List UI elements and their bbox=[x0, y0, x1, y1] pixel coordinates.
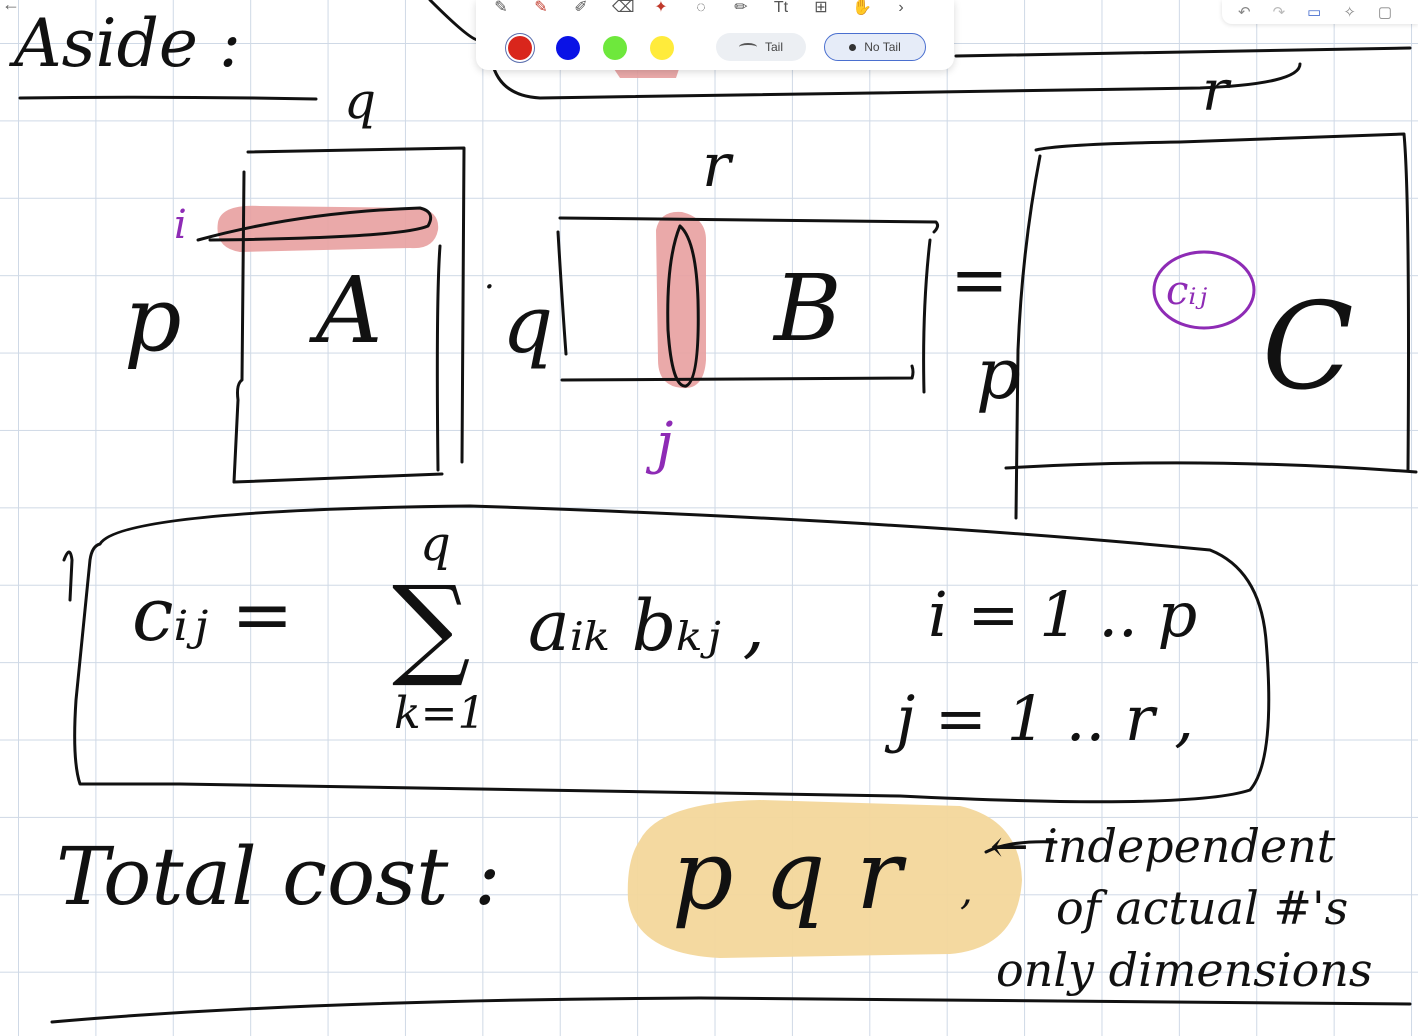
top-line-stroke bbox=[954, 46, 1412, 58]
dot-icon bbox=[849, 43, 857, 51]
tail-curve-icon bbox=[738, 43, 757, 51]
dim-p2-label: p bbox=[976, 333, 1021, 415]
matrix-c-top-right bbox=[1034, 132, 1410, 472]
matrix-a-name: A bbox=[308, 257, 382, 364]
arrow-stroke bbox=[984, 840, 1058, 854]
tail-label: Tail bbox=[764, 40, 783, 54]
redo-icon[interactable]: ↷ bbox=[1272, 4, 1286, 21]
hand-icon[interactable]: ✋ bbox=[852, 0, 872, 16]
matrix-b-bottom bbox=[560, 364, 915, 382]
cost-label: Total cost : bbox=[56, 830, 501, 923]
color-swatch-yellow[interactable] bbox=[650, 36, 674, 60]
dim-q2-label: q bbox=[502, 278, 553, 371]
tool-row: ✎ ✎ ✐ ⌫ ✦ ◌ ✏ Tt ⊞ ✋ › bbox=[492, 0, 910, 22]
page-icon[interactable]: ▢ bbox=[1377, 4, 1393, 21]
eraser-icon[interactable]: ⌫ bbox=[612, 0, 635, 16]
matrix-b-right bbox=[922, 238, 932, 394]
column-stroke bbox=[666, 224, 700, 388]
formula-lhs: cᵢⱼ = bbox=[132, 572, 293, 658]
matrix-a-left-bottom bbox=[232, 170, 444, 484]
dot-operator: · bbox=[484, 267, 495, 307]
more-icon[interactable]: › bbox=[898, 0, 904, 16]
color-swatch-blue[interactable] bbox=[556, 36, 580, 60]
color-swatch-green[interactable] bbox=[603, 36, 627, 60]
title-text: Aside : bbox=[8, 5, 241, 82]
shape-icon[interactable]: ✏ bbox=[734, 0, 748, 16]
matrix-a-top-right bbox=[246, 146, 466, 464]
lasso-icon[interactable]: ◌ bbox=[696, 0, 706, 16]
tail-toggle[interactable]: Tail bbox=[716, 33, 806, 61]
note-line-3: only dimensions bbox=[996, 943, 1373, 997]
matrix-a-inner bbox=[435, 244, 442, 472]
image-icon[interactable]: ⊞ bbox=[814, 0, 828, 16]
equals-sign: = bbox=[950, 239, 1009, 321]
cost-comma: , bbox=[960, 868, 973, 914]
top-right-controls: ↶ ↷ ▭ ✧ ▢ bbox=[1222, 0, 1418, 24]
index-i-label: i bbox=[174, 202, 187, 248]
back-arrow-icon[interactable]: ← bbox=[2, 0, 20, 14]
dim-p-label: p bbox=[124, 267, 182, 372]
formula-box-tick bbox=[62, 550, 74, 602]
laser-icon[interactable]: ✦ bbox=[654, 0, 668, 16]
text-icon[interactable]: Tt bbox=[773, 0, 789, 16]
formula-sum-top: q bbox=[420, 516, 451, 572]
cost-highlight bbox=[627, 800, 1022, 958]
matrix-c-left bbox=[1014, 154, 1042, 520]
highlighter-icon[interactable]: ✐ bbox=[574, 0, 588, 16]
pen-icon[interactable]: ✎ bbox=[494, 0, 508, 16]
dim-q-label: q bbox=[344, 72, 376, 130]
color-swatch-red[interactable] bbox=[508, 36, 532, 60]
dim-r-label: r bbox=[702, 131, 734, 201]
matrix-b-name: B bbox=[772, 255, 842, 362]
formula-range-i: i = 1 .. p bbox=[928, 578, 1197, 651]
present-icon[interactable]: ▭ bbox=[1307, 4, 1322, 21]
top-curve-stroke bbox=[428, 0, 480, 42]
row-stroke bbox=[196, 206, 433, 242]
top-bracket-stroke bbox=[490, 60, 1302, 100]
formula-box bbox=[73, 504, 1271, 804]
no-tail-toggle[interactable]: No Tail bbox=[824, 33, 926, 61]
formula-terms: aᵢₖ bₖⱼ , bbox=[528, 585, 765, 667]
cij-circle bbox=[1152, 250, 1256, 330]
cij-entry: cᵢⱼ bbox=[1166, 268, 1207, 314]
formula-sum-bottom: k=1 bbox=[394, 688, 486, 739]
dim-r2-label: r bbox=[1202, 59, 1232, 124]
formula-range-j: j = 1 .. r , bbox=[884, 682, 1194, 755]
undo-icon[interactable]: ↶ bbox=[1238, 4, 1251, 21]
bottom-line-stroke bbox=[50, 996, 1412, 1024]
matrix-b-left bbox=[556, 230, 568, 356]
pen-toolbar: ✎ ✎ ✐ ⌫ ✦ ◌ ✏ Tt ⊞ ✋ › Tail No Tail bbox=[476, 0, 954, 70]
matrix-c-name: C bbox=[1262, 278, 1354, 417]
index-j-label: j bbox=[645, 411, 673, 476]
title-underline bbox=[18, 95, 318, 101]
cost-value: p q r bbox=[672, 819, 907, 931]
no-tail-label: No Tail bbox=[864, 40, 901, 54]
note-line-1: ← independent bbox=[990, 819, 1336, 873]
formula-sum-symbol: ∑ bbox=[392, 562, 471, 690]
matrix-c-bottom bbox=[1004, 461, 1418, 474]
pen-red-icon[interactable]: ✎ bbox=[534, 0, 548, 16]
note-line-2: of actual #'s bbox=[1056, 881, 1348, 935]
matrix-b-top bbox=[558, 216, 940, 234]
sparkle-icon[interactable]: ✧ bbox=[1343, 4, 1356, 21]
